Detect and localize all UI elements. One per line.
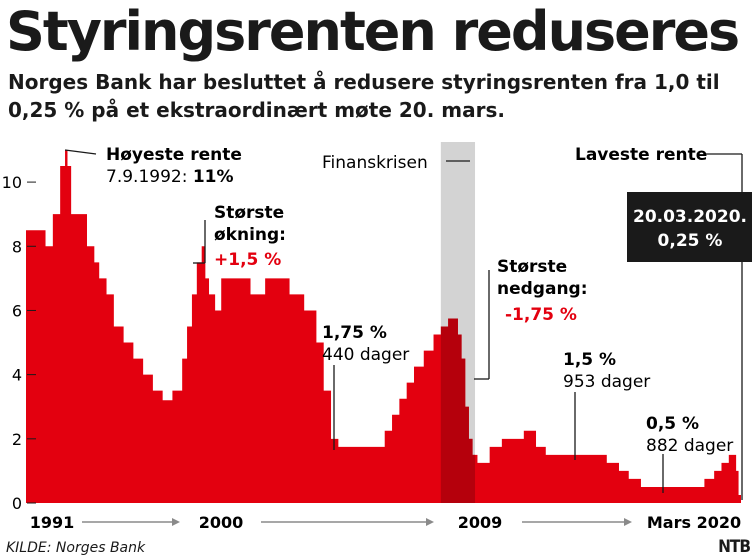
period2-value: 1,5 % [563,350,616,370]
period3-days: 882 dager [646,436,733,456]
x-label-2000: 2000 [199,513,244,532]
increase-line2: økning: [214,225,286,245]
x-label-1991: 1991 [30,513,75,532]
x-arrow-head [172,518,180,526]
highest-value: 11% [193,167,234,187]
period1-value: 1,75 % [322,323,387,343]
source-note: KILDE: Norges Bank [6,540,146,556]
highest-date: 7.9.1992: 11% [106,167,234,187]
period3-value: 0,5 % [646,414,699,434]
x-label-2009: 2009 [458,513,503,532]
y-tick-label: 0 [12,494,22,513]
lowest-value: 0,25 % [658,231,723,251]
lowest-callout-box [627,192,752,262]
highest-title: Høyeste rente [106,145,242,165]
y-tick-label: 8 [12,237,22,256]
y-tick-label: 4 [12,366,22,385]
period2-days: 953 dager [563,372,650,392]
crisis-label: Finanskrisen [322,153,428,173]
rate-area-crisis [440,318,476,503]
lowest-date: 20.03.2020. [633,207,747,227]
lowest-label: Laveste rente [575,145,707,165]
ntb-logo: NTB [718,537,751,557]
chart-title: Styringsrenten reduseres [6,0,740,63]
x-label-mars-2020: Mars 2020 [647,513,741,532]
chart-subtitle: Norges Bank har besluttet å redusere sty… [8,70,720,122]
y-tick-label: 10 [2,173,22,192]
y-tick-label: 2 [12,430,22,449]
decrease-line1: Største [497,257,567,277]
period1-days: 440 dager [322,345,409,365]
highest-leader [64,149,97,155]
x-arrow-head [426,518,434,526]
rate-area [26,150,741,503]
increase-line1: Største [214,203,284,223]
decrease-value: -1,75 % [505,305,577,325]
x-arrow-head [624,518,632,526]
decrease-line2: nedgang: [497,279,588,299]
increase-value: +1,5 % [214,250,281,270]
y-tick-label: 6 [12,301,22,320]
